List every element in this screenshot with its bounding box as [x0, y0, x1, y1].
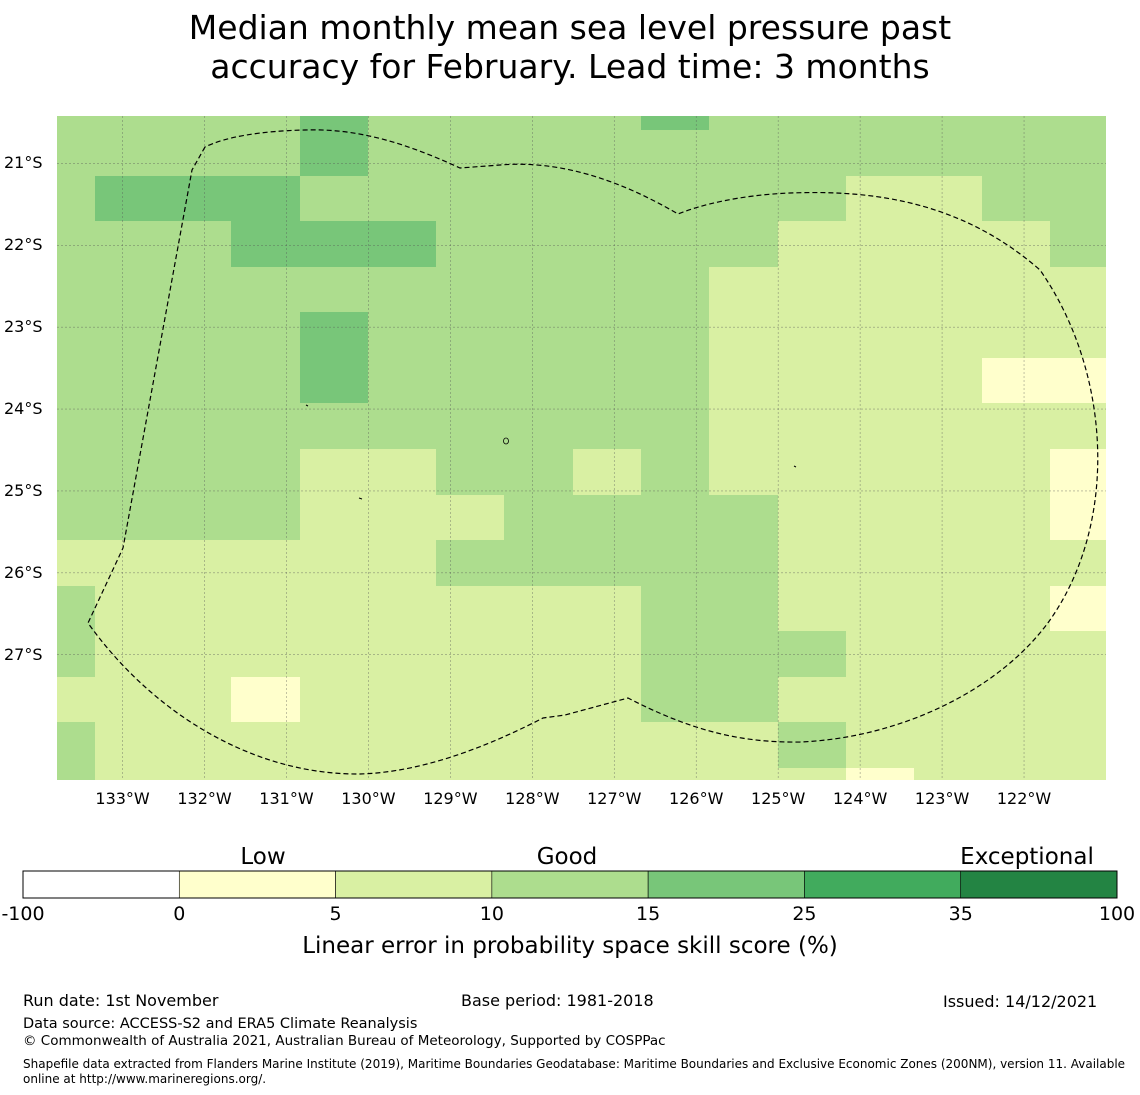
colorbar-tick-label: 25	[792, 903, 817, 925]
colorbar-tick-label: 10	[479, 903, 504, 925]
colorbar-heading-low: Low	[240, 844, 286, 870]
run-date: Run date: 1st November	[23, 991, 219, 1010]
longitude-label: 123°W	[914, 789, 970, 808]
map-cell	[1050, 449, 1106, 540]
map-cell	[573, 449, 641, 495]
longitude-label: 124°W	[832, 789, 888, 808]
map-cell	[641, 116, 709, 130]
map-cell	[778, 221, 1050, 267]
eez-boundary	[87, 129, 1099, 775]
colorbar-tick-label: 5	[329, 903, 342, 925]
latitude-label: 27°S	[4, 644, 43, 664]
colorbar	[22, 870, 1118, 899]
colorbar-tick-label: 0	[173, 903, 186, 925]
shapefile-credit: Shapefile data extracted from Flanders M…	[23, 1057, 1126, 1086]
island-marker	[793, 465, 797, 468]
latitude-label: 21°S	[4, 153, 43, 173]
map-cell	[300, 495, 504, 540]
skill-score-map	[57, 116, 1106, 780]
longitude-label: 131°W	[259, 789, 314, 808]
map-cell	[57, 540, 436, 586]
map-cell	[1050, 586, 1106, 631]
copyright: © Commonwealth of Australia 2021, Austra…	[23, 1033, 666, 1049]
colorbar-bin	[960, 870, 1118, 899]
island-marker	[305, 404, 309, 407]
map-cell	[300, 449, 436, 495]
map-cell	[95, 722, 778, 780]
map-cell	[504, 495, 778, 540]
map-cell	[57, 586, 95, 677]
longitude-label: 127°W	[587, 789, 642, 808]
colorbar-heading-exceptional: Exceptional	[960, 844, 1094, 870]
colorbar-outline	[22, 870, 1118, 899]
map-cell	[57, 677, 95, 722]
map-cell	[95, 176, 300, 221]
map-cell	[641, 586, 778, 631]
colorbar-bin	[178, 870, 336, 899]
colorbar-bin	[335, 870, 493, 899]
island-marker	[503, 437, 509, 445]
longitude-label: 128°W	[505, 789, 560, 808]
longitude-label: 129°W	[423, 789, 478, 808]
longitude-label: 122°W	[996, 789, 1052, 808]
longitude-label: 132°W	[177, 789, 232, 808]
colorbar-bin	[22, 870, 180, 899]
island-marker	[358, 497, 363, 500]
map-cell	[300, 116, 368, 176]
map-cell	[57, 722, 95, 780]
map-cell	[778, 722, 846, 768]
map-cell	[709, 631, 778, 722]
longitude-label: 130°W	[341, 789, 396, 808]
latitude-label: 23°S	[4, 317, 43, 337]
map-cell	[231, 221, 436, 267]
map-cell	[778, 631, 846, 677]
colorbar-tick-label: 15	[636, 903, 661, 925]
base-period: Base period: 1981-2018	[461, 991, 654, 1010]
data-source: Data source: ACCESS-S2 and ERA5 Climate …	[23, 1016, 418, 1032]
colorbar-tick-label: -100	[1, 903, 45, 925]
colorbar-bin	[804, 870, 962, 899]
latitude-label: 22°S	[4, 235, 43, 255]
latitude-label: 25°S	[4, 480, 43, 500]
colorbar-heading-good: Good	[536, 844, 598, 870]
title-line-2: accuracy for February. Lead time: 3 mont…	[210, 47, 930, 86]
colorbar-label: Linear error in probability space skill …	[302, 933, 838, 959]
latitude-label: 26°S	[4, 562, 43, 582]
title-line-1: Median monthly mean sea level pressure p…	[188, 8, 952, 47]
longitude-label: 133°W	[95, 789, 150, 808]
longitude-label: 126°W	[669, 789, 724, 808]
map-title: Median monthly mean sea level pressure p…	[0, 8, 1140, 86]
colorbar-tick-label: 35	[948, 903, 973, 925]
map-cell	[436, 540, 778, 586]
map-gridlines	[57, 116, 1106, 780]
colorbar-bin	[647, 870, 805, 899]
latitude-label: 24°S	[4, 399, 43, 419]
map-cells	[57, 116, 1106, 780]
colorbar-bin	[491, 870, 649, 899]
map-cell	[231, 677, 300, 722]
map-cell	[982, 176, 1106, 221]
issued-date: Issued: 14/12/2021	[943, 992, 1098, 1011]
longitude-label: 125°W	[751, 789, 806, 808]
colorbar-tick-label: 100	[1098, 903, 1136, 925]
map-cell	[846, 768, 914, 780]
